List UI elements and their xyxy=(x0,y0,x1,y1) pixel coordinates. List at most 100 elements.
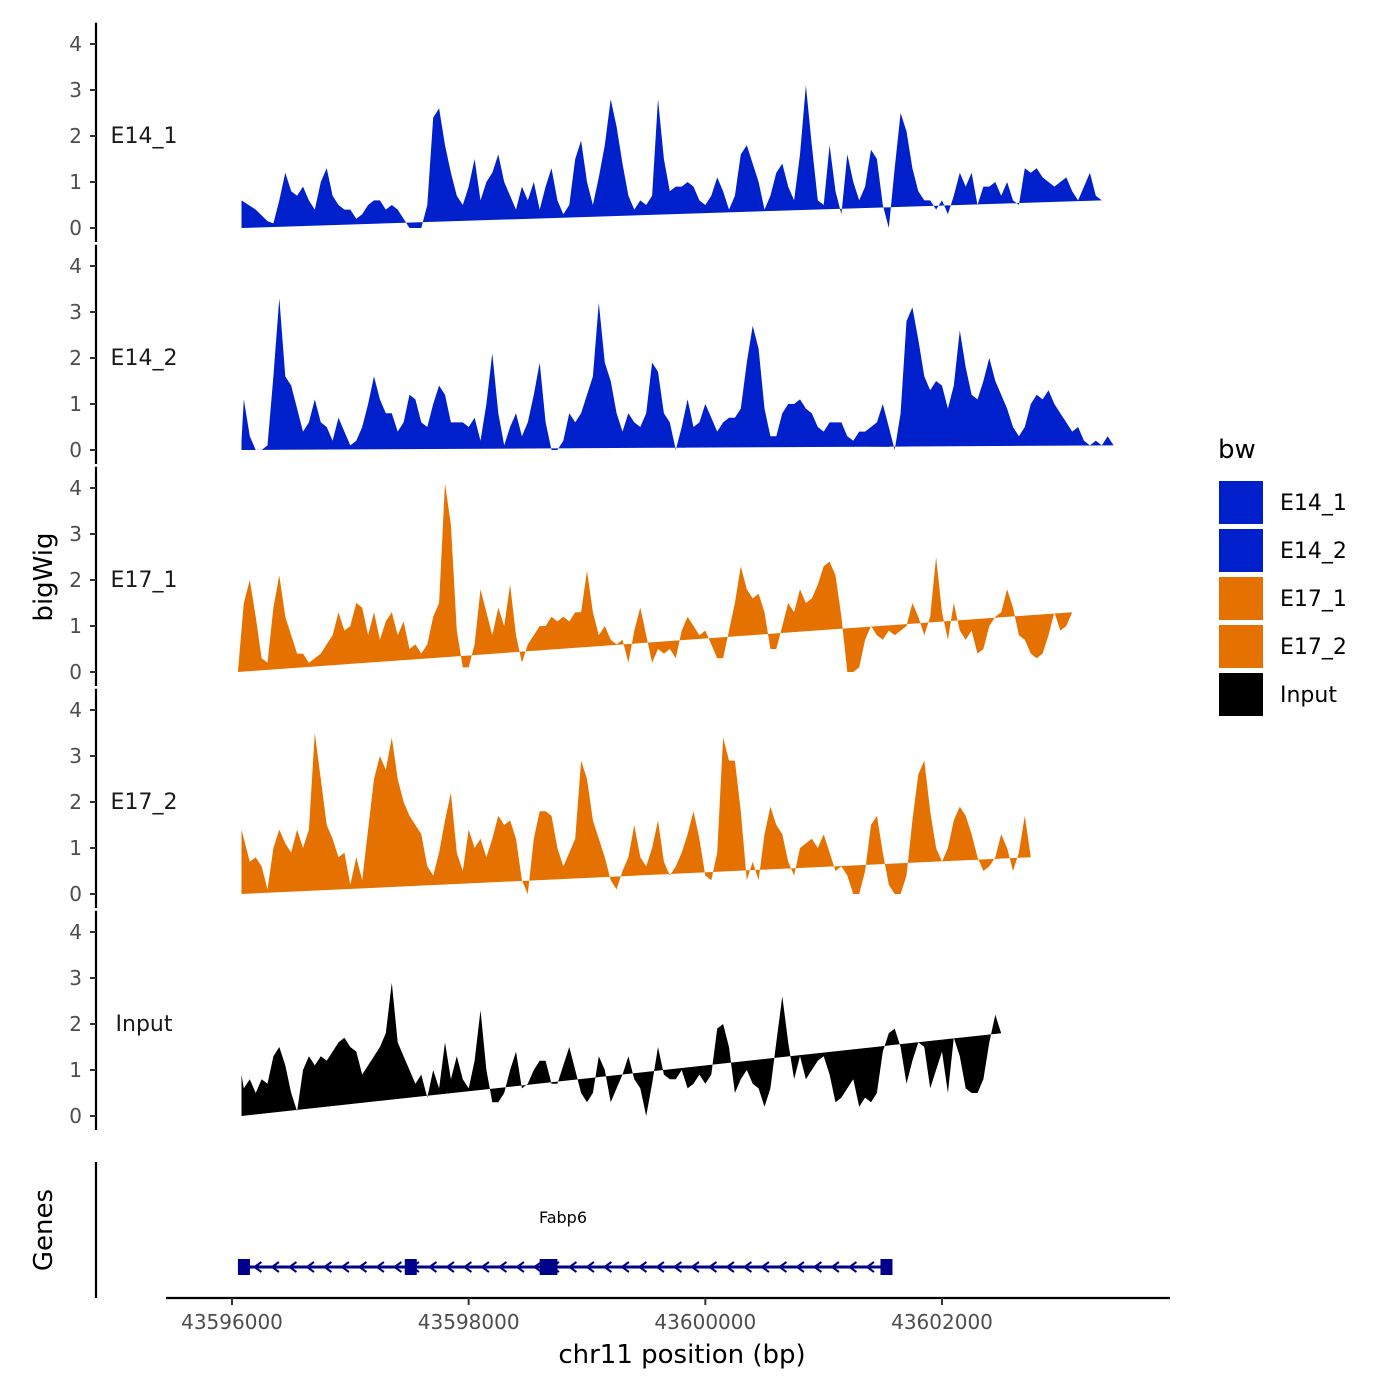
legend-swatch xyxy=(1219,625,1263,668)
strand-arrow xyxy=(620,1261,630,1273)
strand-arrow xyxy=(637,1261,648,1273)
strand-arrow xyxy=(305,1261,315,1273)
tracks-layer: 0 1 2 3 4 E14_1 0 1 2 3 4 E14_2 0 1 2 3 4 E17_1 0 1 2 3 4 E17_2… xyxy=(69,22,1114,1130)
coverage-area-e14-2 xyxy=(241,298,1114,450)
genes-axis-title: Genes xyxy=(29,1189,59,1271)
strand-arrow xyxy=(567,1261,578,1273)
strand-arrow xyxy=(812,1261,823,1273)
y-tick-label: 3 xyxy=(69,300,82,324)
y-tick-label: 4 xyxy=(69,476,82,500)
strand-arrow xyxy=(742,1261,753,1273)
track-label: Input xyxy=(116,1012,173,1037)
y-tick-label: 4 xyxy=(69,254,82,278)
y-tick-label: 0 xyxy=(69,438,82,462)
y-tick-label: 1 xyxy=(69,1058,82,1082)
coverage-area-e17-1 xyxy=(237,483,1073,672)
y-tick-label: 0 xyxy=(69,1104,82,1128)
legend-label: Input xyxy=(1280,683,1337,708)
track-label: E14_2 xyxy=(111,346,178,371)
x-axis: chr11 position (bp) 43596000 43598000 4360… xyxy=(166,1296,1170,1370)
track-label: E17_2 xyxy=(111,790,178,815)
coverage-area-input xyxy=(241,982,1002,1116)
legend-swatch xyxy=(1219,529,1263,572)
strand-arrow xyxy=(322,1261,333,1273)
strand-arrow xyxy=(532,1261,543,1273)
x-tick-label: 43602000 xyxy=(891,1310,993,1334)
genes-track: Genes Fabp6 xyxy=(29,1162,893,1298)
strand-arrow xyxy=(375,1261,385,1273)
legend-label: E17_2 xyxy=(1280,635,1347,660)
y-tick-label: 0 xyxy=(69,882,82,906)
legend-swatch xyxy=(1219,481,1263,524)
y-tick-label: 2 xyxy=(69,1012,82,1036)
strand-arrow xyxy=(602,1261,613,1273)
y-tick-label: 0 xyxy=(69,660,82,684)
strand-arrow xyxy=(585,1261,595,1273)
y-tick-label: 2 xyxy=(69,346,82,370)
legend-swatch xyxy=(1219,577,1263,620)
strand-arrow xyxy=(340,1261,350,1273)
legend-entry: E14_1 xyxy=(1219,481,1347,524)
strand-arrow xyxy=(865,1261,875,1273)
strand-arrow xyxy=(480,1261,490,1273)
track-label: E17_1 xyxy=(111,568,178,593)
y-tick-label: 4 xyxy=(69,32,82,56)
y-tick-label: 3 xyxy=(69,522,82,546)
strand-arrow xyxy=(690,1261,700,1273)
y-tick-label: 2 xyxy=(69,124,82,148)
strand-arrow xyxy=(830,1261,840,1273)
legend-entry: E17_2 xyxy=(1219,625,1347,668)
legend-entry: E14_2 xyxy=(1219,529,1347,572)
strand-arrow xyxy=(252,1261,263,1273)
strand-arrow xyxy=(795,1261,805,1273)
y-tick-label: 1 xyxy=(69,392,82,416)
gene-exon xyxy=(880,1259,893,1275)
y-tick-label: 4 xyxy=(69,920,82,944)
strand-arrow xyxy=(497,1261,508,1273)
strand-arrow xyxy=(462,1261,473,1273)
x-tick-label: 43600000 xyxy=(654,1310,756,1334)
coverage-area-e17-2 xyxy=(241,733,1031,894)
coverage-area-e14-1 xyxy=(241,85,1102,229)
track-e17-1: 0 1 2 3 4 E17_1 xyxy=(69,466,1073,686)
legend-label: E14_2 xyxy=(1280,539,1347,564)
y-axis-title: bigWig xyxy=(29,532,59,621)
y-tick-label: 1 xyxy=(69,614,82,638)
strand-arrow xyxy=(760,1261,770,1273)
y-tick-label: 3 xyxy=(69,78,82,102)
track-label: E14_1 xyxy=(111,124,178,149)
x-tick-label: 43598000 xyxy=(418,1310,520,1334)
track-e17-2: 0 1 2 3 4 E17_2 xyxy=(69,688,1031,908)
strand-arrow xyxy=(777,1261,788,1273)
x-axis-title: chr11 position (bp) xyxy=(558,1340,805,1370)
strand-arrow xyxy=(655,1261,665,1273)
strand-arrow xyxy=(672,1261,683,1273)
y-tick-label: 1 xyxy=(69,170,82,194)
legend-entry: Input xyxy=(1219,673,1337,716)
y-tick-label: 0 xyxy=(69,216,82,240)
strand-arrow xyxy=(847,1261,858,1273)
y-tick-label: 2 xyxy=(69,790,82,814)
gene-exon xyxy=(539,1259,558,1275)
legend-entry: E17_1 xyxy=(1219,577,1347,620)
strand-arrow xyxy=(357,1261,368,1273)
legend-swatch xyxy=(1219,673,1263,716)
gene-name-label: Fabp6 xyxy=(539,1208,587,1227)
strand-arrow xyxy=(445,1261,455,1273)
x-tick-label: 43596000 xyxy=(181,1310,283,1334)
legend-label: E17_1 xyxy=(1280,587,1347,612)
legend-label: E14_1 xyxy=(1280,491,1347,516)
track-e14-2: 0 1 2 3 4 E14_2 xyxy=(69,244,1114,464)
track-e14-1: 0 1 2 3 4 E14_1 xyxy=(69,22,1102,242)
strand-arrow xyxy=(270,1261,280,1273)
strand-arrow xyxy=(707,1261,718,1273)
y-tick-label: 1 xyxy=(69,836,82,860)
y-tick-label: 4 xyxy=(69,698,82,722)
legend-title: bw xyxy=(1218,435,1256,465)
strand-arrow xyxy=(427,1261,438,1273)
strand-arrow xyxy=(287,1261,298,1273)
strand-arrow xyxy=(515,1261,525,1273)
gene-exon xyxy=(237,1259,250,1275)
strand-arrow xyxy=(725,1261,735,1273)
